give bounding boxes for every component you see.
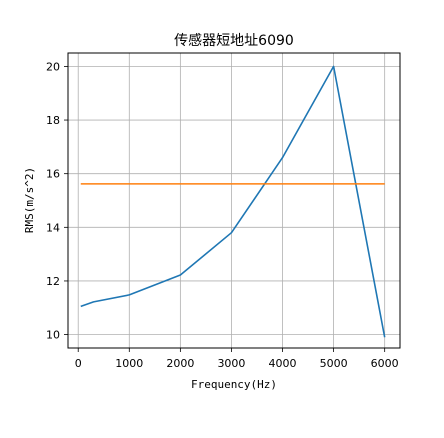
chart-title: 传感器短地址6090 [174,32,294,49]
x-tick-label-0: 0 [75,357,82,370]
y-tick-label-0: 10 [46,329,60,342]
x-tick-label-5: 5000 [320,357,348,370]
series-line-1 [80,65,386,338]
grid-lines [68,53,400,348]
y-tick-label-1: 12 [46,275,60,288]
x-tick-label-3: 3000 [217,357,245,370]
x-tick-label-6: 6000 [371,357,399,370]
x-axis-ticks: 0 1000 2000 3000 4000 5000 6000 [75,348,399,370]
y-axis-ticks: 10 12 14 16 18 20 [46,60,68,342]
series-group [80,65,386,338]
x-tick-label-2: 2000 [166,357,194,370]
y-tick-label-4: 18 [46,114,60,127]
y-tick-label-2: 14 [46,221,60,234]
plot-frame [67,52,401,349]
x-tick-label-4: 4000 [269,357,297,370]
y-tick-label-5: 20 [46,60,60,73]
y-tick-label-3: 16 [46,168,60,181]
y-axis-label: RMS(m/s^2) [23,167,36,233]
x-axis-label: Frequency(Hz) [191,378,277,391]
plot-area [68,53,400,348]
x-tick-label-1: 1000 [115,357,143,370]
